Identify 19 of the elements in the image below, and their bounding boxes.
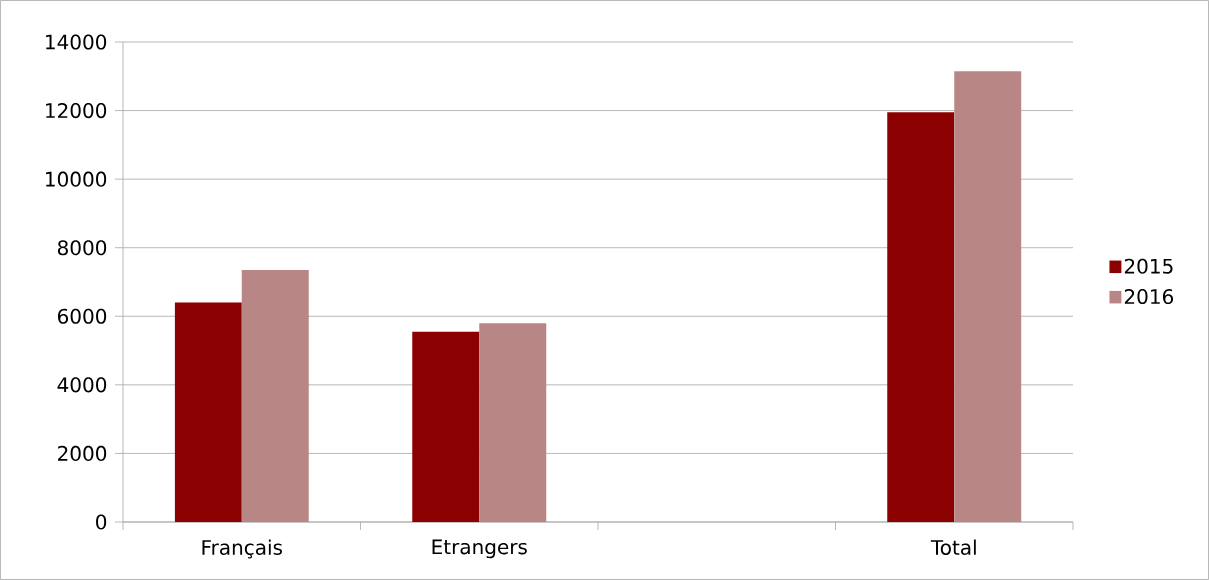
- x-tick-label: Français: [202, 539, 283, 559]
- bar: [241, 269, 309, 522]
- y-tick-label: 14000: [46, 34, 107, 50]
- x-tick-label: Total: [930, 539, 976, 555]
- y-tick-label: 12000: [46, 103, 107, 119]
- legend-label: 2015: [1124, 258, 1173, 274]
- x-tick-label: Etrangers: [432, 539, 527, 559]
- bar: [954, 71, 1022, 522]
- bar: [479, 323, 547, 522]
- bar: [174, 302, 242, 522]
- y-tick-label: 6000: [57, 308, 107, 324]
- y-tick-label: 4000: [57, 377, 107, 393]
- y-tick-label: 2000: [58, 445, 107, 461]
- y-tick-label: 10000: [46, 171, 107, 187]
- bar: [887, 112, 955, 522]
- y-tick-label: 0: [96, 514, 107, 530]
- bar: [412, 331, 480, 522]
- y-tick-label: 8000: [57, 240, 107, 256]
- legend-label: 2016: [1124, 289, 1174, 305]
